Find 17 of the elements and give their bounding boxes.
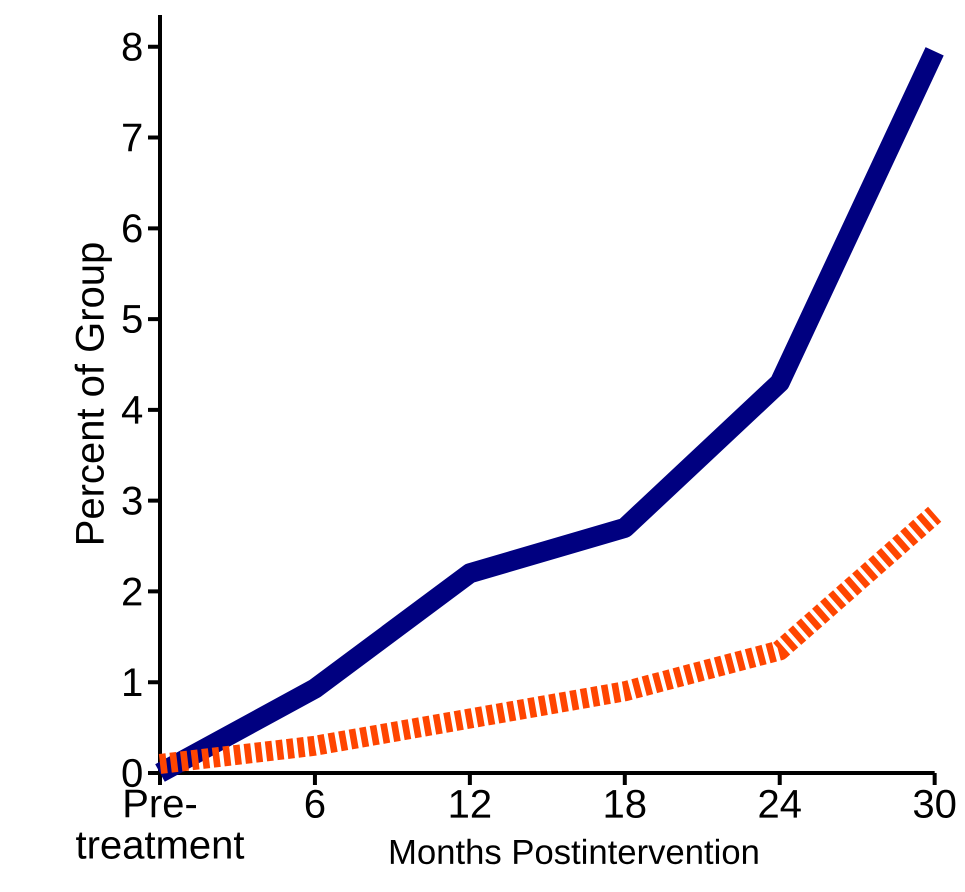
x-axis-title: Months Postintervention [390, 838, 758, 864]
x-tick-label: 24 [759, 790, 801, 818]
y-tick-label: 5 [122, 305, 142, 334]
y-tick-label: 7 [123, 124, 142, 152]
x-tick-label: 12 [450, 790, 490, 818]
x-tick-label: 30 [914, 790, 956, 818]
y-tick-label: 8 [122, 32, 142, 61]
y-tick-label: 2 [123, 577, 142, 606]
y-tick-label: 0 [122, 758, 142, 788]
y-tick-label: 4 [122, 396, 142, 424]
y-tick-label: 3 [122, 486, 142, 515]
y-tick-label: 6 [123, 214, 142, 242]
x-tick-label: Pre-treatment [76, 790, 244, 859]
y-tick-label: 1 [124, 668, 142, 696]
x-tick-label: 18 [606, 790, 646, 818]
x-tick-label: 6 [306, 790, 324, 818]
y-axis-title: Percent of Group [74, 243, 112, 544]
